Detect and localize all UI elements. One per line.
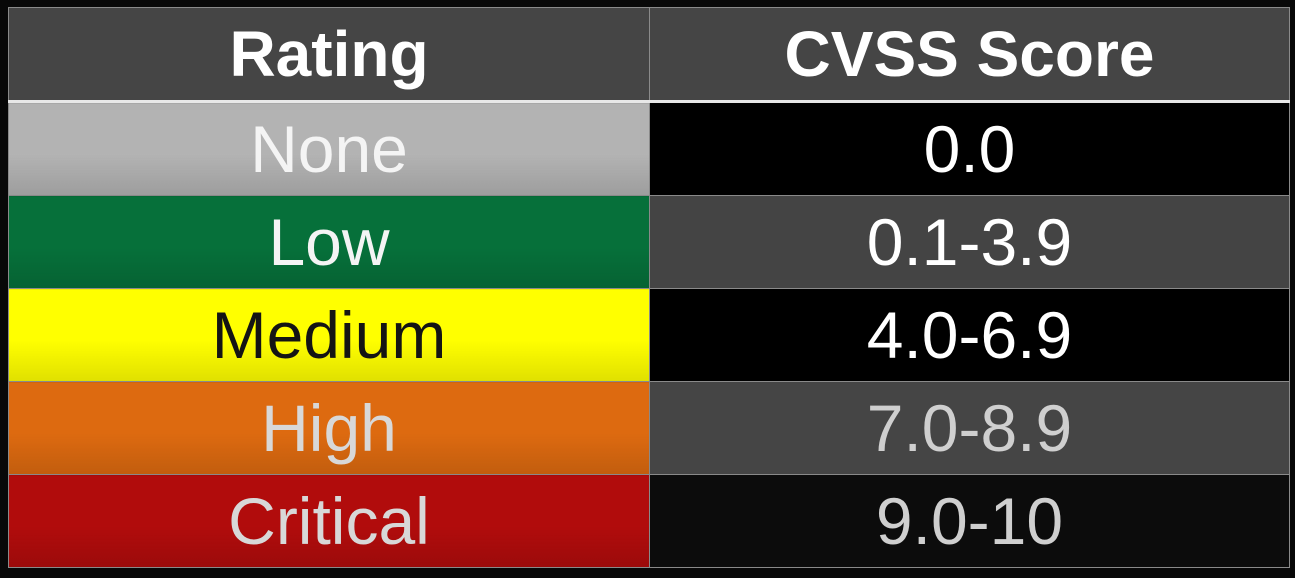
table-row: Medium 4.0-6.9 bbox=[8, 288, 1290, 382]
score-value: 7.0-8.9 bbox=[866, 391, 1073, 465]
score-cell-medium: 4.0-6.9 bbox=[649, 288, 1290, 382]
score-value: 4.0-6.9 bbox=[866, 298, 1073, 372]
rating-cell-high: High bbox=[8, 381, 650, 475]
header-cvss-score: CVSS Score bbox=[649, 7, 1290, 103]
cvss-rating-table: Rating CVSS Score None 0.0 Low 0.1-3.9 M… bbox=[8, 7, 1290, 568]
score-value: 9.0-10 bbox=[875, 484, 1064, 558]
rating-label: Critical bbox=[228, 484, 430, 558]
rating-cell-low: Low bbox=[8, 195, 650, 289]
table-row: None 0.0 bbox=[8, 101, 1290, 196]
score-cell-low: 0.1-3.9 bbox=[649, 195, 1290, 289]
score-value: 0.0 bbox=[923, 112, 1016, 186]
header-rating: Rating bbox=[8, 7, 650, 103]
rating-cell-medium: Medium bbox=[8, 288, 650, 382]
rating-label: Medium bbox=[211, 298, 447, 372]
table-row: Critical 9.0-10 bbox=[8, 474, 1290, 568]
rating-label: High bbox=[261, 391, 397, 465]
header-row: Rating CVSS Score bbox=[8, 7, 1290, 103]
score-cell-critical: 9.0-10 bbox=[649, 474, 1290, 568]
rating-cell-none: None bbox=[8, 101, 650, 196]
rating-label: None bbox=[250, 112, 408, 186]
table-row: High 7.0-8.9 bbox=[8, 381, 1290, 475]
rating-cell-critical: Critical bbox=[8, 474, 650, 568]
rating-label: Low bbox=[268, 205, 390, 279]
score-cell-none: 0.0 bbox=[649, 101, 1290, 196]
table-row: Low 0.1-3.9 bbox=[8, 195, 1290, 289]
score-cell-high: 7.0-8.9 bbox=[649, 381, 1290, 475]
score-value: 0.1-3.9 bbox=[866, 205, 1073, 279]
